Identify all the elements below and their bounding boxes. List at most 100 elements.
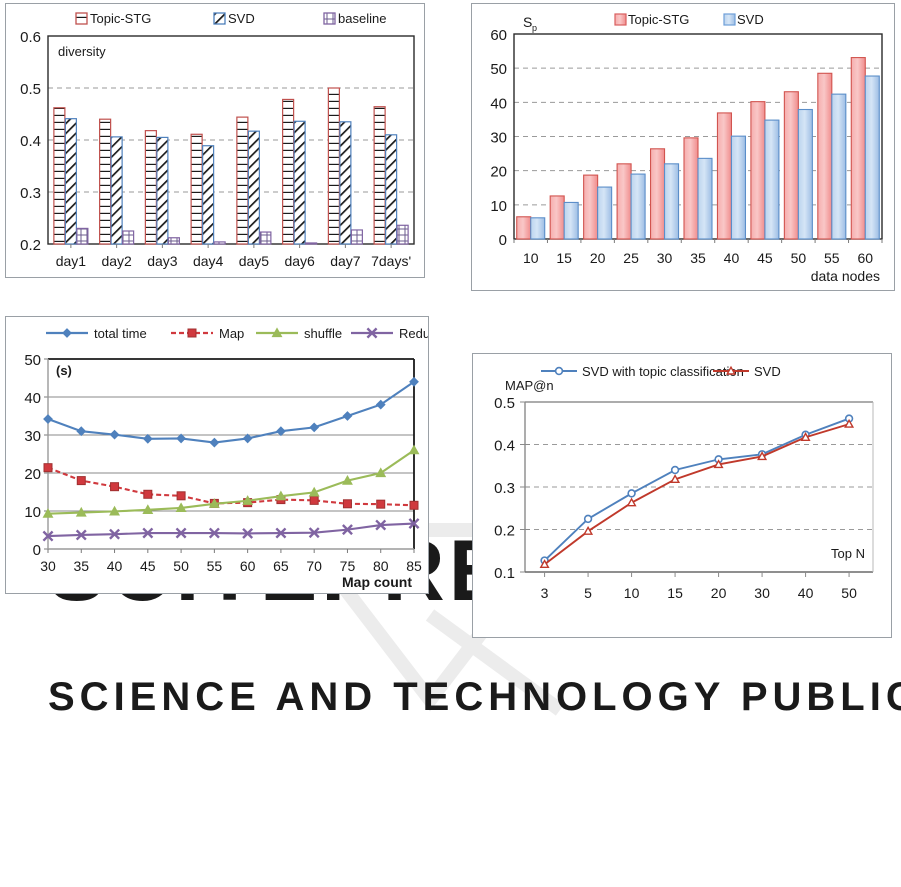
- x-tick-label: day5: [239, 253, 270, 269]
- y-tick-label: 0.2: [494, 523, 515, 540]
- legend-label: Topic-STG: [628, 12, 689, 27]
- y-tick-label: 0.6: [20, 29, 41, 46]
- data-point-SVD: [757, 451, 768, 461]
- bar-SVD-7days': [385, 134, 398, 245]
- legend-label: baseline: [338, 11, 386, 26]
- bar-SVD-day2: [110, 136, 123, 245]
- data-point-Map: [76, 476, 86, 486]
- chart-panel-diversity: Topic-STG SVD baseline 0.2 0.3 0.4 0.5 0.6 diver…: [5, 3, 425, 278]
- data-point-SVD: [670, 474, 681, 484]
- bar-Topic-STG-35: [683, 137, 699, 240]
- x-tick-label: day7: [330, 253, 361, 269]
- data-point-SVD: [713, 459, 724, 469]
- y-tick-label: 0.4: [494, 438, 515, 455]
- data-point-shuffle: [42, 508, 54, 518]
- y-tick-label: 60: [490, 27, 507, 44]
- data-point-SVD with topic classification: [583, 514, 593, 524]
- bar-Topic-STG-50: [783, 91, 799, 240]
- y-tick-label: 40: [490, 95, 507, 112]
- data-point-Reduce: [142, 527, 154, 539]
- bar-Topic-STG-7days': [373, 106, 386, 245]
- data-point-shuffle: [308, 486, 320, 497]
- data-point-shuffle: [208, 498, 220, 508]
- bar-Topic-STG-day1: [53, 107, 66, 245]
- chart-panel-maptime: total time Map shuffle Reduce 0 10 20 30 40 50 (s)…: [5, 316, 429, 594]
- y-tick-label: 0.3: [20, 185, 41, 202]
- x-tick-label: 40: [724, 250, 740, 266]
- bar-SVD-40: [730, 135, 747, 240]
- bar-baseline-day4: [213, 241, 226, 245]
- y-axis-title: S: [523, 14, 532, 30]
- bar-Topic-STG-day5: [236, 116, 249, 245]
- data-point-total time: [276, 426, 286, 437]
- series-line-Reduce: [47, 522, 415, 538]
- y-tick-label: 10: [24, 504, 41, 521]
- legend-marker-Reduce: [366, 327, 378, 339]
- x-tick-label: day1: [56, 253, 87, 269]
- data-point-total time: [409, 376, 419, 387]
- x-tick-label: 85: [406, 558, 422, 574]
- watermark-line2: SCIENCE AND TECHNOLOGY PUBLICATIONS: [48, 675, 901, 719]
- bar-Topic-STG-45: [750, 101, 766, 240]
- bar-baseline-day3: [167, 237, 180, 245]
- legend-swatch-Topic-STG: [614, 13, 627, 26]
- legend-swatch-SVD: [723, 13, 736, 26]
- y-tick-label: 50: [490, 61, 507, 78]
- y-axis-title: MAP@n: [505, 378, 554, 393]
- series-line-total time: [47, 380, 415, 444]
- data-point-Reduce: [242, 527, 254, 539]
- y-tick-label: 40: [24, 390, 41, 407]
- legend-label: SVD with topic classification: [582, 364, 744, 379]
- x-tick-label: 10: [624, 585, 640, 601]
- x-axis-title: data nodes: [811, 268, 880, 284]
- bar-SVD-day7: [339, 121, 352, 245]
- x-tick-label: 55: [824, 250, 840, 266]
- x-tick-label: 3: [541, 585, 549, 601]
- data-point-shuffle: [408, 444, 420, 455]
- legend-swatch-Topic-STG: [75, 12, 88, 25]
- x-tick-label: 25: [623, 250, 639, 266]
- x-tick-label: 40: [107, 558, 123, 574]
- bar-Topic-STG-30: [649, 148, 666, 240]
- bar-SVD-20: [597, 186, 613, 240]
- legend-label: Reduce: [399, 326, 428, 341]
- data-point-Reduce: [75, 529, 87, 541]
- legend-marker-SVD with topic classification: [554, 366, 564, 376]
- bar-baseline-day1: [76, 227, 89, 245]
- x-tick-label: 30: [657, 250, 673, 266]
- mapn-chart: SVD with topic classification SVD MAP@n 0.1…: [494, 364, 874, 601]
- y-tick-label: 30: [490, 130, 507, 147]
- bar-SVD-day4: [202, 145, 215, 245]
- data-point-Reduce: [375, 519, 387, 531]
- data-point-total time: [76, 426, 87, 437]
- x-tick-label: 40: [798, 585, 814, 601]
- y-tick-label: 0.5: [494, 395, 515, 412]
- x-tick-label: 10: [523, 250, 539, 266]
- y-tick-label: 50: [24, 352, 41, 369]
- bar-SVD-day5: [247, 130, 260, 245]
- data-point-total time: [309, 422, 320, 433]
- x-tick-label: 45: [140, 558, 156, 574]
- x-tick-label: 65: [273, 558, 289, 574]
- x-tick-label: day4: [193, 253, 224, 269]
- y-axis-title: diversity: [58, 44, 106, 59]
- data-point-SVD with topic classification: [670, 465, 680, 475]
- data-point-Map: [409, 500, 419, 510]
- bar-SVD-day1: [64, 118, 77, 245]
- series-line-SVD: [543, 423, 850, 566]
- bar-Topic-STG-day3: [144, 130, 157, 245]
- bar-Topic-STG-day7: [327, 87, 340, 245]
- y-tick-label: 10: [490, 198, 507, 215]
- bar-Topic-STG-day6: [282, 98, 295, 245]
- x-tick-label: 15: [556, 250, 572, 266]
- x-tick-label: day2: [101, 253, 132, 269]
- bar-SVD-55: [831, 93, 847, 240]
- diversity-chart: Topic-STG SVD baseline 0.2 0.3 0.4 0.5 0.6 diver…: [20, 11, 415, 269]
- x-tick-label: 15: [667, 585, 683, 601]
- data-point-Map: [43, 463, 53, 473]
- x-tick-label: day6: [284, 253, 315, 269]
- bar-SVD-50: [797, 108, 813, 240]
- data-point-Reduce: [42, 530, 54, 542]
- x-tick-label: 20: [711, 585, 727, 601]
- bar-baseline-day2: [122, 230, 135, 245]
